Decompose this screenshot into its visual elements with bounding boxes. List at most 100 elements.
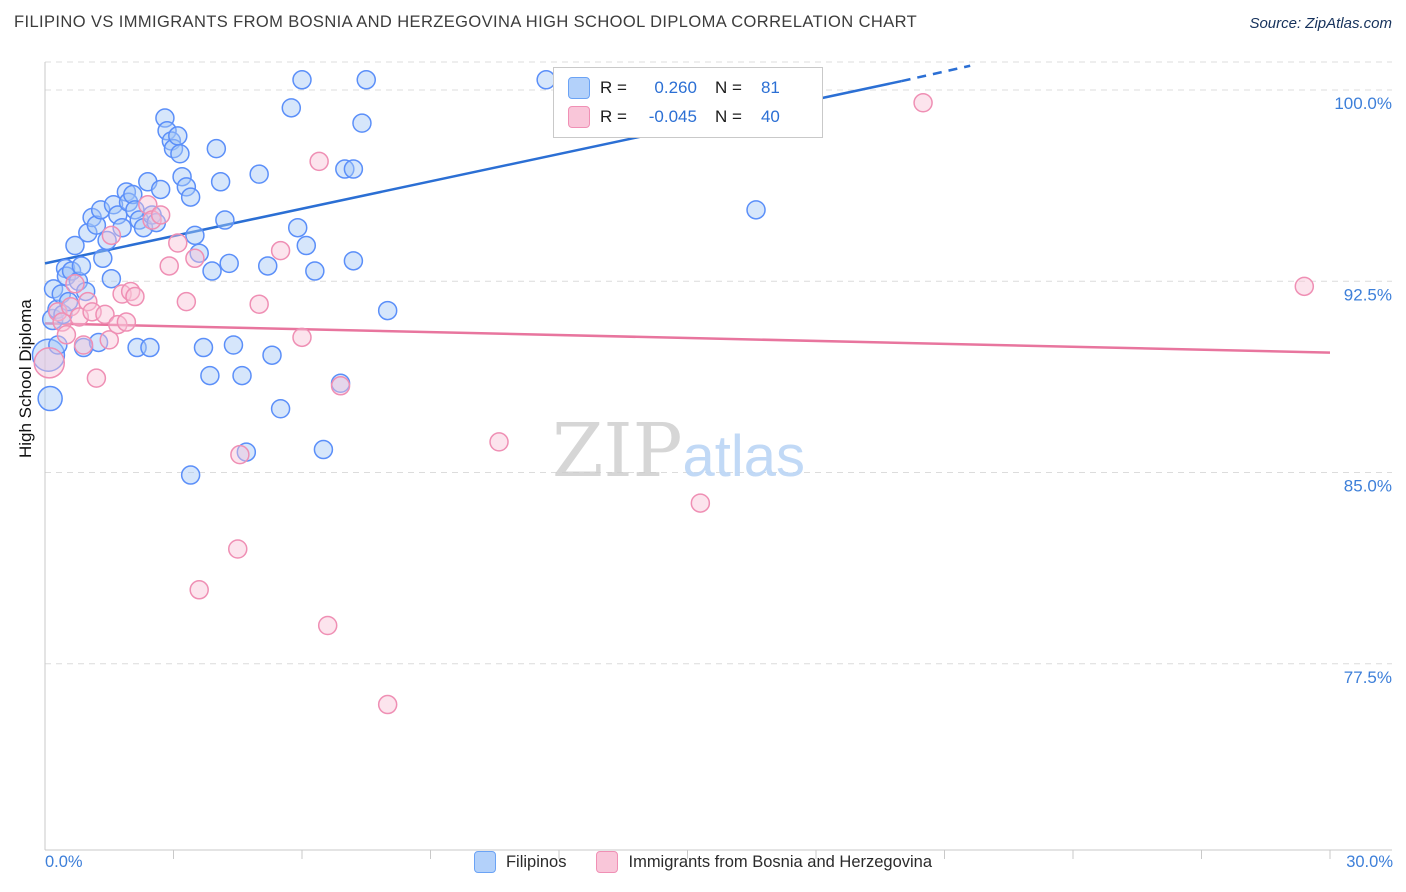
data-point-bosnia: [99, 330, 119, 350]
y-tick-label: 77.5%: [1344, 668, 1392, 687]
data-point-filipinos: [281, 98, 302, 118]
data-point-filipinos: [202, 261, 222, 281]
data-point-bosnia: [185, 248, 205, 269]
legend-item-bosnia: Immigrants from Bosnia and Herzegovina: [596, 851, 932, 873]
n-label: N =: [714, 107, 742, 126]
data-point-filipinos: [157, 121, 177, 141]
data-point-filipinos: [232, 365, 252, 386]
data-point-filipinos: [270, 399, 291, 419]
data-point-filipinos: [352, 113, 372, 133]
data-point-bosnia: [159, 256, 179, 276]
bosnia-swatch-icon: [568, 106, 590, 128]
data-point-bosnia: [73, 335, 94, 355]
data-point-bosnia: [230, 444, 250, 465]
data-point-bosnia: [228, 539, 248, 559]
data-point-filipinos: [101, 268, 122, 289]
data-point-bosnia: [1294, 276, 1315, 297]
data-point-filipinos: [65, 235, 85, 256]
data-point-filipinos: [180, 187, 201, 207]
data-point-filipinos: [170, 144, 190, 164]
data-point-bosnia: [56, 325, 77, 345]
legend-row-bosnia: R = -0.045 N = 40: [568, 106, 808, 128]
data-point-filipinos: [93, 248, 113, 269]
data-point-bosnia: [78, 291, 98, 312]
data-point-filipinos: [377, 300, 398, 321]
data-point-filipinos: [86, 215, 107, 235]
filipinos-swatch-icon: [473, 851, 496, 873]
data-point-bosnia: [189, 580, 209, 600]
data-point-filipinos: [150, 179, 171, 200]
data-point-bosnia: [86, 368, 107, 388]
data-point-bosnia: [125, 286, 145, 307]
data-point-filipinos: [313, 439, 334, 460]
legend-label: Immigrants from Bosnia and Herzegovina: [628, 852, 933, 871]
legend-row-filipinos: R = 0.260 N = 81: [568, 77, 808, 99]
data-point-filipinos: [343, 251, 364, 271]
data-point-bosnia: [913, 93, 933, 113]
legend-label: Filipinos: [505, 852, 567, 871]
filipinos-swatch-icon: [568, 77, 590, 99]
bosnia-swatch-icon: [596, 851, 619, 873]
data-point-filipinos: [31, 338, 66, 372]
data-point-filipinos: [257, 256, 278, 276]
data-point-filipinos: [296, 235, 317, 256]
data-point-bosnia: [33, 347, 66, 379]
source-attribution: Source: ZipAtlas.com: [1249, 15, 1392, 32]
bottom-legend: Filipinos Immigrants from Bosnia and Her…: [0, 851, 1406, 873]
data-point-bosnia: [270, 240, 291, 261]
data-point-filipinos: [223, 335, 244, 355]
correlation-legend-box: R = 0.260 N = 81 R = -0.045 N = 40: [553, 67, 823, 138]
data-point-bosnia: [95, 304, 115, 325]
data-point-bosnia: [116, 312, 137, 332]
data-point-filipinos: [219, 253, 239, 274]
r-value: 0.260: [654, 78, 697, 97]
data-point-filipinos: [37, 385, 63, 412]
data-point-bosnia: [138, 195, 158, 215]
data-point-filipinos: [68, 271, 89, 291]
data-point-bosnia: [309, 151, 329, 172]
data-point-bosnia: [292, 327, 312, 348]
x-axis-max-label: 30.0%: [1346, 853, 1393, 871]
r-label: R =: [600, 78, 627, 97]
data-point-bosnia: [176, 291, 197, 312]
data-point-bosnia: [168, 233, 188, 253]
data-point-filipinos: [287, 217, 308, 238]
data-point-filipinos: [356, 70, 376, 90]
y-tick-label: 100.0%: [1334, 94, 1392, 113]
data-point-filipinos: [210, 172, 231, 192]
trend-line-dash-filipinos: [901, 64, 971, 83]
trend-line-bosnia: [44, 322, 1331, 354]
data-point-filipinos: [200, 365, 220, 386]
y-tick-label: 85.0%: [1344, 477, 1392, 496]
data-point-bosnia: [317, 615, 338, 636]
data-point-filipinos: [746, 200, 766, 220]
data-point-filipinos: [168, 126, 188, 146]
data-point-filipinos: [185, 225, 205, 246]
x-axis-min-label: 0.0%: [45, 853, 83, 871]
data-point-filipinos: [292, 70, 312, 90]
data-point-filipinos: [172, 166, 192, 187]
data-point-filipinos: [215, 210, 235, 230]
data-point-bosnia: [65, 274, 85, 294]
page-title: FILIPINO VS IMMIGRANTS FROM BOSNIA AND H…: [14, 13, 918, 31]
n-label: N =: [714, 78, 742, 97]
data-point-bosnia: [377, 694, 398, 715]
data-point-filipinos: [305, 261, 325, 281]
data-point-filipinos: [71, 256, 92, 276]
data-point-filipinos: [343, 159, 364, 179]
n-value: 40: [760, 107, 780, 126]
data-point-bosnia: [330, 376, 351, 396]
data-point-filipinos: [103, 195, 124, 215]
data-point-bosnia: [101, 225, 122, 246]
n-value: 81: [760, 78, 780, 97]
data-point-filipinos: [180, 465, 201, 485]
data-point-bosnia: [249, 294, 269, 314]
data-point-bosnia: [690, 493, 711, 513]
data-point-filipinos: [193, 337, 214, 358]
r-label: R =: [600, 107, 627, 126]
data-point-bosnia: [489, 432, 509, 452]
y-tick-label: 92.5%: [1344, 285, 1392, 304]
data-point-filipinos: [123, 184, 143, 205]
